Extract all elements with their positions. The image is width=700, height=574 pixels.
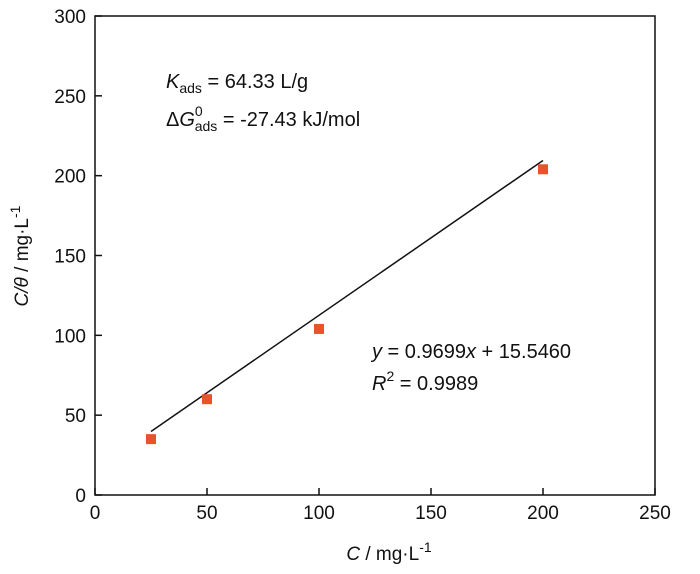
data-point	[146, 434, 156, 445]
y-axis: 0 50 100 150 200 250 300	[54, 7, 102, 507]
x-tick-label: 150	[415, 503, 447, 524]
x-tick-label: 200	[527, 503, 559, 524]
y-axis-label: C/θ / mg·L-1	[7, 205, 33, 306]
delta-g-annotation: ΔG0 ads = -27.43 kJ/mol	[166, 103, 360, 134]
data-point	[202, 394, 212, 405]
x-axis: 0 50 100 150 200 250	[90, 488, 671, 524]
data-point	[314, 323, 324, 334]
y-tick-label: 250	[54, 87, 86, 108]
x-tick-label: 50	[196, 503, 217, 524]
x-tick-label: 250	[639, 503, 671, 524]
fit-line	[150, 159, 544, 433]
y-tick-label: 300	[54, 7, 86, 28]
x-axis-label: C / mg·L-1	[346, 539, 432, 565]
data-points	[146, 164, 548, 445]
plot-area: 0 50 100 150 200 250 0 50 100 150 200 250 300	[54, 7, 671, 524]
x-tick-label: 0	[90, 503, 101, 524]
y-tick-label: 50	[65, 406, 86, 427]
y-tick-label: 200	[54, 167, 86, 188]
x-tick-label: 100	[303, 503, 335, 524]
kads-annotation: Kads = 64.33 L/g	[166, 71, 308, 96]
data-point	[538, 164, 548, 175]
y-tick-label: 0	[75, 486, 86, 507]
y-tick-label: 100	[54, 326, 86, 347]
fit-equation: y = 0.9699x + 15.5460	[370, 341, 571, 363]
r-squared-annotation: R2 = 0.9989	[372, 368, 478, 395]
y-tick-label: 150	[54, 247, 86, 268]
